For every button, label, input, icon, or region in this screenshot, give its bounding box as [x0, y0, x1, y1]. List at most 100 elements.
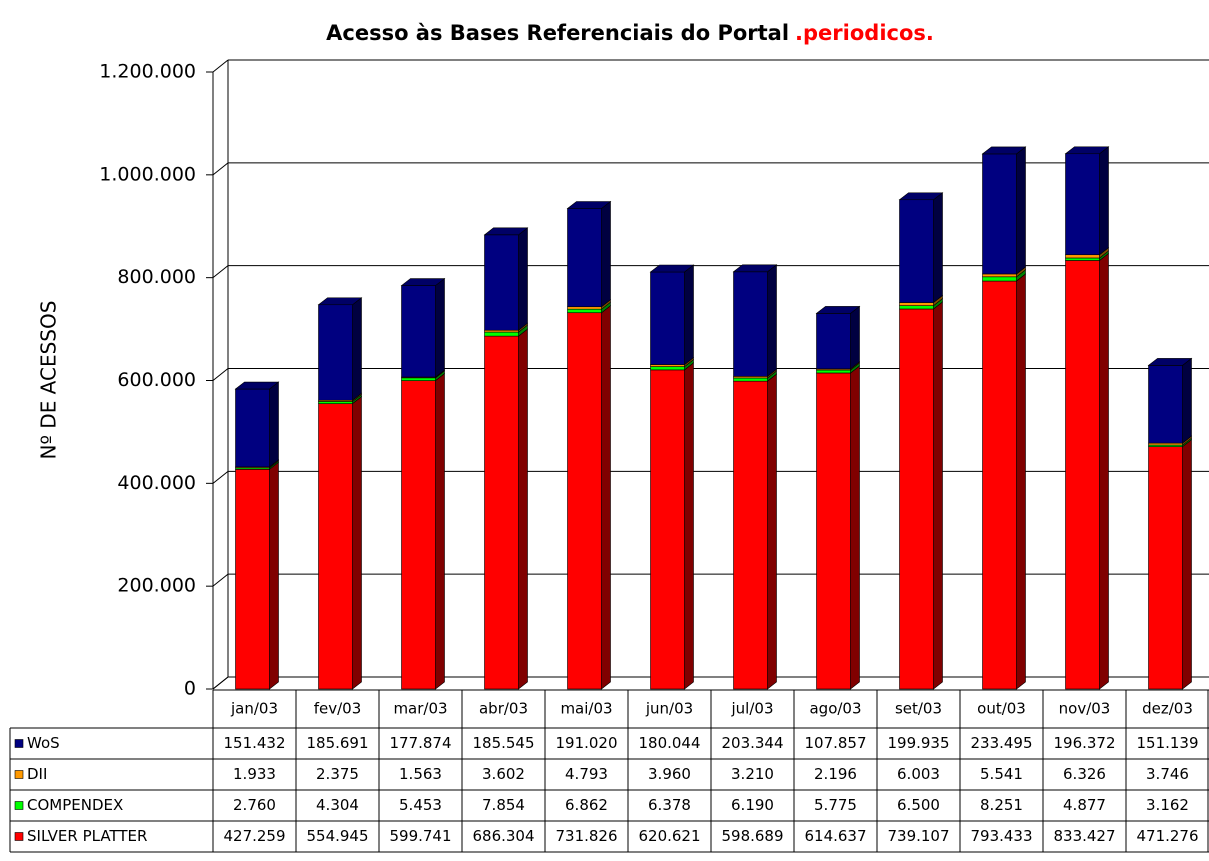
- bar: [650, 366, 685, 371]
- bar-side: [518, 328, 528, 690]
- table-value: 833.427: [1053, 827, 1115, 845]
- bar: [899, 308, 934, 690]
- table-value: 599.741: [389, 827, 451, 845]
- bar: [733, 271, 768, 377]
- bar-side: [601, 305, 611, 690]
- table-value: 6.003: [897, 765, 940, 783]
- bar: [650, 369, 685, 690]
- table-value: 5.775: [814, 796, 857, 814]
- bar-top: [815, 306, 861, 314]
- legend-label: WoS: [27, 734, 60, 752]
- bar-side: [850, 365, 860, 690]
- legend-swatch: [14, 832, 24, 841]
- x-tick-label: jan/03: [230, 700, 278, 718]
- y-tick-label: 200.000: [117, 575, 196, 597]
- table-value: 107.857: [804, 734, 866, 752]
- grid-line: [212, 573, 229, 587]
- bar-side: [518, 227, 528, 331]
- table-value: 471.276: [1136, 827, 1198, 845]
- bar: [235, 469, 270, 690]
- legend-swatch: [14, 801, 24, 810]
- legend-label: SILVER PLATTER: [27, 827, 147, 845]
- bar-side: [684, 264, 694, 366]
- bar: [567, 308, 602, 314]
- x-tick-label: nov/03: [1059, 700, 1111, 718]
- table-value: 6.378: [648, 796, 691, 814]
- table-value: 731.826: [555, 827, 617, 845]
- table-value: 6.326: [1063, 765, 1106, 783]
- bar: [733, 377, 768, 382]
- bar-side: [767, 264, 777, 377]
- bar: [401, 380, 436, 690]
- table-value: 5.453: [399, 796, 442, 814]
- bar: [982, 273, 1017, 278]
- bar-top: [234, 381, 280, 390]
- bar-side: [352, 297, 362, 401]
- table-value: 180.044: [638, 734, 700, 752]
- bar-side: [1099, 146, 1109, 256]
- table-value: 793.433: [970, 827, 1032, 845]
- bar-side: [1016, 273, 1026, 690]
- x-tick-label: out/03: [977, 700, 1026, 718]
- grid-line: [212, 470, 229, 484]
- bar-top: [649, 264, 695, 273]
- table-value: 8.251: [980, 796, 1023, 814]
- y-tick-label: 800.000: [117, 266, 196, 288]
- grid-line: [212, 676, 229, 690]
- bar: [484, 335, 519, 690]
- table-value: 203.344: [721, 734, 783, 752]
- x-tick-label: fev/03: [314, 700, 362, 718]
- x-tick-label: abr/03: [479, 700, 528, 718]
- table-value: 4.304: [316, 796, 359, 814]
- x-tick-label: dez/03: [1142, 700, 1193, 718]
- bar-top: [981, 146, 1027, 155]
- bar: [1065, 254, 1100, 259]
- chart-title: Acesso às Bases Referenciais do Portal .p…: [326, 21, 934, 45]
- y-tick-label: 600.000: [117, 369, 196, 391]
- table-value: 554.945: [306, 827, 368, 845]
- bar: [235, 388, 270, 468]
- table-value: 614.637: [804, 827, 866, 845]
- table-value: 6.190: [731, 796, 774, 814]
- bar: [401, 285, 436, 378]
- bar: [1065, 153, 1100, 256]
- table-value: 151.432: [223, 734, 285, 752]
- bar-side: [269, 381, 279, 468]
- table-value: 686.304: [472, 827, 534, 845]
- x-tick-label: jul/03: [731, 700, 774, 718]
- table-value: 2.196: [814, 765, 857, 783]
- bar: [816, 313, 851, 370]
- bar-side: [435, 373, 445, 690]
- table-value: 3.602: [482, 765, 525, 783]
- table-value: 151.139: [1136, 734, 1198, 752]
- bar-top: [1147, 358, 1193, 366]
- x-tick-label: set/03: [895, 700, 942, 718]
- table-value: 4.877: [1063, 796, 1106, 814]
- bar: [816, 372, 851, 690]
- table-value: 185.545: [472, 734, 534, 752]
- bar-side: [352, 396, 362, 690]
- bar: [733, 380, 768, 690]
- bar-side: [1182, 357, 1192, 444]
- table-value: 6.500: [897, 796, 940, 814]
- bar: [318, 403, 353, 690]
- x-tick-label: mai/03: [560, 700, 612, 718]
- bar-side: [684, 362, 694, 690]
- bar-top: [1064, 146, 1110, 155]
- y-tick-label: 400.000: [117, 472, 196, 494]
- bar-side: [1182, 439, 1192, 690]
- table-value: 1.563: [399, 765, 442, 783]
- legend-label: COMPENDEX: [27, 796, 123, 814]
- table-value: 196.372: [1053, 734, 1115, 752]
- bar: [1065, 257, 1100, 261]
- grid-line: [212, 162, 229, 176]
- y-tick-label: 0: [184, 678, 196, 700]
- legend-label: DII: [27, 765, 47, 783]
- bar-side: [601, 200, 611, 308]
- bar-side: [1016, 146, 1026, 275]
- bar: [484, 331, 519, 337]
- bar: [318, 304, 353, 401]
- bar: [899, 302, 934, 306]
- bar: [1148, 446, 1183, 690]
